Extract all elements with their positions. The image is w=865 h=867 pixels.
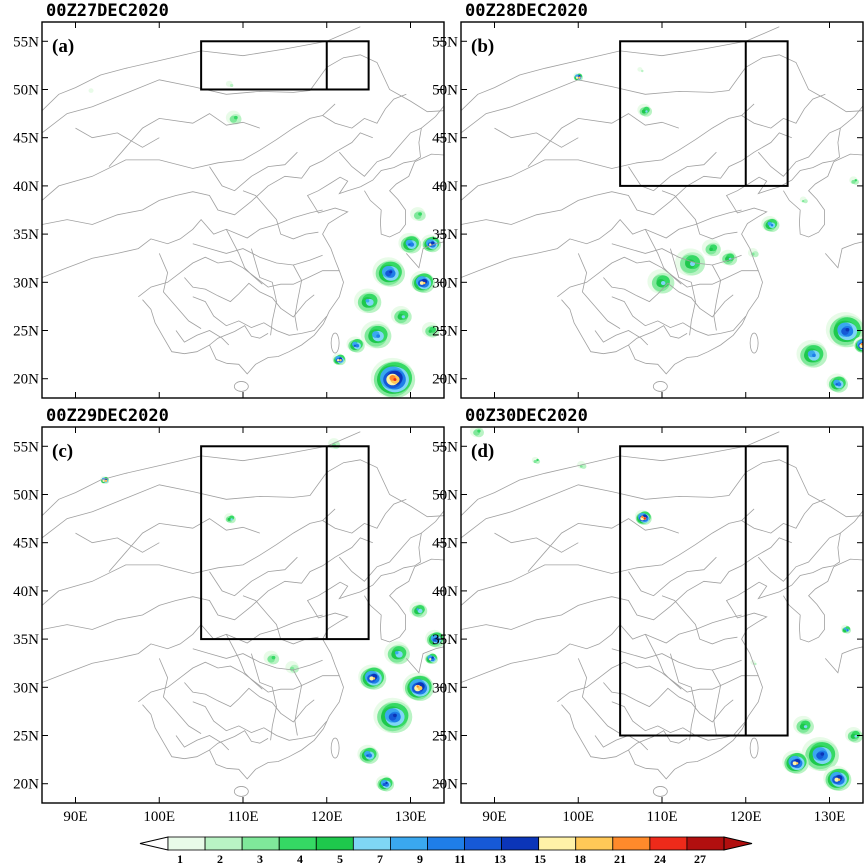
lat-tick-label: 45N: [13, 536, 39, 552]
colorbar-label: 13: [494, 852, 506, 866]
lon-tick-label: 110E: [227, 809, 258, 825]
lat-tick-label: 20N: [13, 372, 39, 388]
analysis-region-box: [200, 445, 370, 641]
panel-title: 00Z30DEC2020: [465, 406, 588, 426]
lat-tick-label: 35N: [432, 632, 458, 648]
colorbar-label: 5: [337, 852, 343, 866]
lat-tick-label: 25N: [13, 324, 39, 340]
colorbar-label: 27: [694, 852, 706, 866]
colorbar-label: 3: [257, 852, 263, 866]
lat-tick-label: 50N: [432, 82, 458, 98]
lat-tick-label: 40N: [432, 584, 458, 600]
colorbar-label: 9: [417, 852, 423, 866]
lat-tick-label: 55N: [13, 439, 39, 455]
lat-tick-label: 20N: [13, 777, 39, 793]
colorbar-segment: [389, 836, 428, 851]
lat-tick-label: 35N: [13, 227, 39, 243]
lat-tick-label: 25N: [432, 729, 458, 745]
lat-tick-label: 40N: [432, 179, 458, 195]
colorbar-segment: [575, 836, 614, 851]
lat-tick-label: 30N: [432, 680, 458, 696]
panel-label: (d): [471, 441, 494, 462]
colorbar-label: 7: [377, 852, 383, 866]
precipitation-field: [100, 438, 444, 792]
lon-tick-label: 100E: [562, 809, 594, 825]
lat-tick-label: 40N: [13, 584, 39, 600]
colorbar-segment: [612, 836, 651, 851]
colorbar-segment: [352, 836, 391, 851]
colorbar-segment: [427, 836, 465, 851]
lon-tick-label: 130E: [814, 809, 846, 825]
colorbar-segment: [501, 836, 540, 851]
lat-tick-label: 45N: [432, 536, 458, 552]
country-province-borders: [42, 26, 444, 392]
colorbar-min-arrow: [139, 836, 169, 851]
precipitation-field: [573, 67, 863, 393]
precipitation-field: [469, 427, 863, 792]
lon-tick-label: 100E: [143, 809, 175, 825]
colorbar-label: 18: [574, 852, 586, 866]
panel-label: (b): [471, 36, 494, 57]
colorbar-label: 21: [614, 852, 626, 866]
lat-tick-label: 50N: [13, 487, 39, 503]
lat-tick-label: 25N: [432, 324, 458, 340]
lat-tick-label: 20N: [432, 372, 458, 388]
lat-tick-label: 55N: [432, 439, 458, 455]
lat-tick-label: 45N: [432, 131, 458, 147]
lon-tick-label: 110E: [646, 809, 677, 825]
country-province-borders: [461, 431, 863, 797]
lat-tick-label: 50N: [432, 487, 458, 503]
lat-tick-label: 35N: [432, 227, 458, 243]
map-panel-a: 55N 50N 45N 40N 35N 30N 25N 20N 00Z27DEC2020 (a): [13, 1, 445, 399]
panel-title: 00Z27DEC2020: [46, 1, 169, 21]
panel-title: 00Z29DEC2020: [46, 406, 169, 426]
lon-tick-label: 130E: [395, 809, 427, 825]
panel-title: 00Z28DEC2020: [465, 1, 588, 21]
colorbar-segment: [538, 836, 577, 851]
lat-tick-label: 40N: [13, 179, 39, 195]
lat-tick-label: 55N: [13, 34, 39, 50]
analysis-region-box: [619, 445, 789, 737]
map-panel-d: 55N 50N 45N 40N 35N 30N 25N 20N 90E 100E 110E 120E 1…: [432, 406, 864, 825]
map-panel-c: 55N 50N 45N 40N 35N 30N 25N 20N 90E 100E 110E 120E 1…: [13, 406, 445, 825]
analysis-region-box: [200, 40, 370, 91]
colorbar-segment: [315, 836, 354, 851]
colorbar-label: 2: [217, 852, 223, 866]
lat-tick-label: 25N: [13, 729, 39, 745]
lat-tick-label: 30N: [432, 275, 458, 291]
panel-label: (c): [52, 441, 73, 462]
colorbar-max-arrow: [723, 836, 753, 851]
colorbar: 1 2 3 4 5 7 9 11 13 15 18 21 24 27: [139, 836, 753, 866]
colorbar-segment: [464, 836, 502, 851]
colorbar-segment: [686, 836, 725, 851]
lon-tick-label: 90E: [63, 809, 87, 825]
colorbar-segment: [241, 836, 280, 851]
lat-tick-label: 30N: [13, 680, 39, 696]
colorbar-segment: [204, 836, 243, 851]
lon-tick-label: 90E: [482, 809, 506, 825]
colorbar-label: 11: [454, 852, 465, 866]
precipitation-field: [88, 80, 442, 398]
lat-tick-label: 45N: [13, 131, 39, 147]
lat-tick-label: 55N: [432, 34, 458, 50]
country-province-borders: [461, 26, 863, 392]
colorbar-label: 1: [177, 852, 183, 866]
country-province-borders: [42, 431, 444, 797]
lat-tick-label: 20N: [432, 777, 458, 793]
colorbar-segment: [278, 836, 317, 851]
lon-tick-label: 120E: [311, 809, 343, 825]
lat-tick-label: 30N: [13, 275, 39, 291]
lat-tick-label: 50N: [13, 82, 39, 98]
colorbar-segment: [167, 836, 206, 851]
map-panel-b: 55N 50N 45N 40N 35N 30N 25N 20N 00Z28DEC2020 (b): [432, 1, 864, 399]
lat-tick-label: 35N: [13, 632, 39, 648]
lon-tick-label: 120E: [730, 809, 762, 825]
panel-label: (a): [52, 36, 74, 57]
colorbar-label: 4: [297, 852, 303, 866]
colorbar-label: 24: [654, 852, 666, 866]
colorbar-segment: [649, 836, 688, 851]
analysis-region-box: [619, 40, 789, 187]
colorbar-label: 15: [534, 852, 546, 866]
